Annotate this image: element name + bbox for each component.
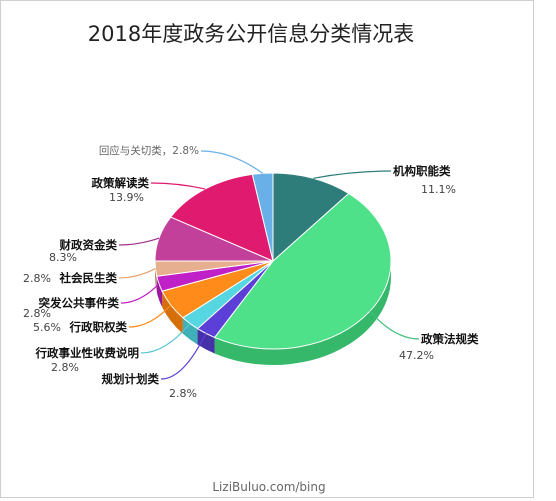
pie-side-2 bbox=[197, 328, 215, 354]
label-name-7: 财政资金类 bbox=[59, 238, 118, 252]
label-name-0: 机构职能类 bbox=[393, 164, 451, 178]
label-callout-9: 回应与关切类，2.8% bbox=[99, 144, 199, 157]
label-pct-4: 5.6% bbox=[33, 321, 61, 334]
label-pct-8: 13.9% bbox=[109, 191, 144, 204]
pie-slice-8 bbox=[169, 173, 274, 262]
chart-frame: 2018年度政务公开信息分类情况表 机构职能类 11.1% 政策法规类 47.2% 规划… bbox=[0, 0, 534, 498]
leader-line-5 bbox=[120, 283, 160, 304]
label-pct-7: 8.3% bbox=[49, 251, 77, 264]
leader-lines bbox=[118, 150, 420, 380]
label-name-4: 行政职权类 bbox=[69, 320, 128, 334]
leader-line-7 bbox=[118, 237, 160, 246]
pie-side-1 bbox=[214, 261, 391, 365]
label-pct-6: 2.8% bbox=[23, 272, 51, 285]
leader-line-6 bbox=[118, 268, 156, 279]
label-pct-3: 2.8% bbox=[51, 361, 79, 374]
slice-labels: 机构职能类11.1%政策法规类47.2%规划计划类2.8%行政事业性收费说明2.… bbox=[23, 144, 479, 400]
label-name-5: 突发公共事件类 bbox=[39, 296, 120, 310]
leader-line-9 bbox=[200, 150, 263, 174]
pie-side-3 bbox=[182, 317, 198, 345]
label-name-1: 政策法规类 bbox=[421, 332, 479, 346]
label-pct-1: 47.2% bbox=[399, 349, 434, 362]
label-pct-0: 11.1% bbox=[421, 183, 456, 196]
chart-title: 2018年度政务公开信息分类情况表 bbox=[88, 22, 414, 46]
leader-line-8 bbox=[150, 182, 206, 190]
leader-line-1 bbox=[369, 310, 420, 340]
leader-line-3 bbox=[140, 323, 191, 354]
pie-slice-9 bbox=[251, 172, 274, 262]
footer-watermark: LiziBuluo.com/bing bbox=[212, 480, 325, 494]
leader-line-4 bbox=[128, 304, 172, 328]
label-name-8: 政策解读类 bbox=[92, 176, 150, 190]
label-name-3: 行政事业性收费说明 bbox=[35, 346, 140, 360]
pie-side-4 bbox=[162, 291, 183, 334]
pie-slices bbox=[154, 172, 392, 350]
label-pct-5: 2.8% bbox=[23, 307, 51, 320]
leader-line-2 bbox=[160, 333, 207, 380]
pie-sides bbox=[155, 261, 391, 365]
label-name-2: 规划计划类 bbox=[102, 372, 160, 386]
label-pct-2: 2.8% bbox=[169, 387, 197, 400]
label-name-6: 社会民生类 bbox=[59, 271, 118, 285]
pie-slice-1 bbox=[213, 192, 392, 350]
leader-line-0 bbox=[313, 170, 392, 179]
